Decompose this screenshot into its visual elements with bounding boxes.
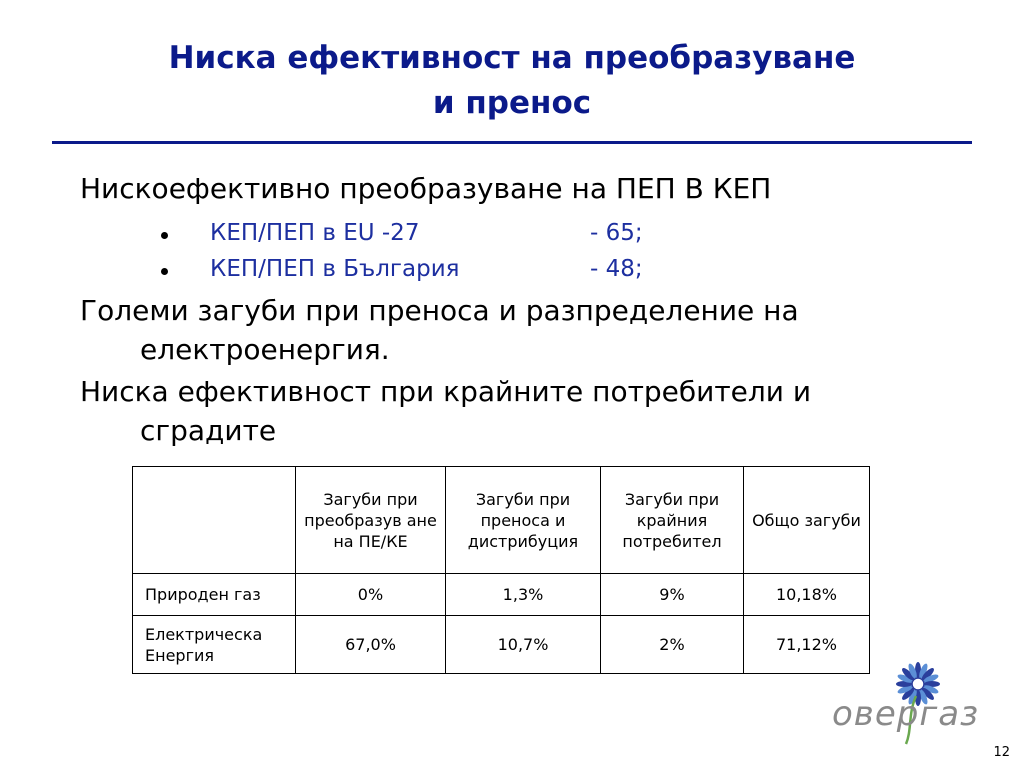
table-cell: 67,0% xyxy=(295,615,446,674)
logo-petal xyxy=(919,663,928,679)
page-number: 12 xyxy=(993,745,1010,760)
table-cell: 71,12% xyxy=(743,615,870,674)
logo-petal xyxy=(897,674,913,683)
table-cell: 10,7% xyxy=(445,615,601,674)
point-conversion: Нискоефективно преобразуване на ПЕП В КЕ… xyxy=(80,172,772,205)
table-header-row: Загуби при преобразув ане на ПЕ/КЕ Загуб… xyxy=(132,466,870,574)
table-cell: 10,18% xyxy=(743,573,870,616)
slide-title: Ниска ефективност на преобразуване и пре… xyxy=(70,36,954,126)
logo-petal xyxy=(921,668,934,681)
title-line-1: Ниска ефективност на преобразуване xyxy=(168,40,856,76)
bullet-icon xyxy=(161,268,168,275)
table-header-total: Общо загуби xyxy=(743,466,870,574)
bullet-icon xyxy=(161,232,168,239)
title-line-2: и пренос xyxy=(432,85,592,121)
bullet-eu27-value: - 65; xyxy=(590,220,643,246)
table-cell: 2% xyxy=(600,615,744,674)
logo-petal xyxy=(902,687,915,700)
table-row: Природен газ 0% 1,3% 9% 10,18% xyxy=(132,573,870,616)
table-cell: 0% xyxy=(295,573,446,616)
point-transmission-line1: Големи загуби при преноса и разпределени… xyxy=(80,294,799,327)
point-consumers-line1: Ниска ефективност при крайните потребите… xyxy=(80,375,812,408)
logo-petal xyxy=(919,689,928,705)
table-cell: 1,3% xyxy=(445,573,601,616)
table-header-distribution: Загуби при преноса и дистрибуция xyxy=(445,466,601,574)
table-header-empty xyxy=(132,466,296,574)
logo-wordmark: овергаз xyxy=(832,694,980,734)
logo-petal xyxy=(923,674,939,683)
point-transmission-line2: електроенергия. xyxy=(140,333,390,366)
table-row: Електрическа Енергия 67,0% 10,7% 2% 71,1… xyxy=(132,615,870,674)
logo-petal xyxy=(908,663,917,679)
overgaz-logo: овергаз xyxy=(828,656,978,746)
bullet-bulgaria-value: - 48; xyxy=(590,256,643,282)
logo-petal xyxy=(923,685,939,694)
logo-petal xyxy=(921,687,934,700)
logo-petal xyxy=(908,689,917,705)
bullet-eu27-label: КЕП/ПЕП в EU -27 xyxy=(210,220,420,246)
table-header-consumer: Загуби при крайния потребител xyxy=(600,466,744,574)
bullet-bulgaria-label: КЕП/ПЕП в България xyxy=(210,256,460,282)
logo-petal xyxy=(902,668,915,681)
table-cell-label: Природен газ xyxy=(132,573,296,616)
table-header-conversion: Загуби при преобразув ане на ПЕ/КЕ xyxy=(295,466,446,574)
table-cell: 9% xyxy=(600,573,744,616)
losses-table: Загуби при преобразув ане на ПЕ/КЕ Загуб… xyxy=(132,466,870,674)
table-cell-label: Електрическа Енергия xyxy=(132,615,296,674)
title-divider xyxy=(52,141,972,144)
point-consumers-line2: сградите xyxy=(140,414,277,447)
flower-icon xyxy=(896,662,940,745)
logo-petal xyxy=(897,685,913,694)
